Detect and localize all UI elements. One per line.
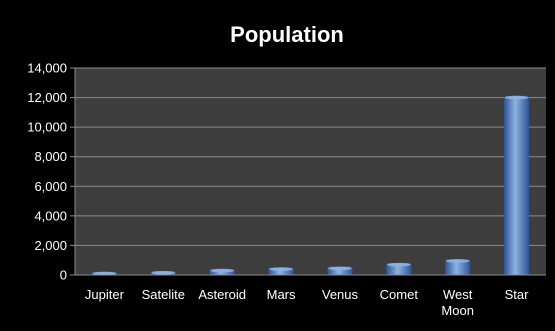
bars <box>91 95 530 276</box>
x-tick-label: West Moon <box>441 287 474 318</box>
y-axis: 0 2,000 4,000 6,000 8,000 10,000 12,000 14,000 <box>27 61 76 283</box>
chart-title: Population <box>230 22 344 47</box>
x-tick-label: Jupiter <box>85 287 125 302</box>
x-tick-label: Star <box>505 287 530 302</box>
x-tick-label: Mars <box>267 287 296 302</box>
y-tick-label: 2,000 <box>34 238 67 253</box>
x-tick-label: Comet <box>380 287 419 302</box>
y-tick-label: 14,000 <box>27 61 67 76</box>
x-tick-label: Asteroid <box>198 287 246 302</box>
gridlines <box>75 67 546 276</box>
plot-area <box>75 68 546 275</box>
bar-cap <box>269 267 293 271</box>
bar-cap <box>151 271 176 275</box>
y-tick-label: 6,000 <box>34 179 67 194</box>
y-tick-label: 8,000 <box>34 149 67 164</box>
y-tick-label: 10,000 <box>27 120 67 135</box>
y-tick-label: 0 <box>60 268 67 283</box>
bar-cap <box>386 262 411 267</box>
y-tick-label: 12,000 <box>27 90 67 105</box>
bar-cap <box>328 266 352 271</box>
bar-cap <box>92 271 117 276</box>
y-tick-label: 4,000 <box>34 208 67 223</box>
x-tick-label: Satelite <box>142 287 185 302</box>
bar-cap <box>445 259 470 263</box>
x-tick-label: Venus <box>322 287 359 302</box>
x-axis: Jupiter Satelite Asteroid Mars Venus Comet Wes… <box>75 274 546 318</box>
bar-cap <box>504 95 529 100</box>
bar-star <box>503 95 530 276</box>
bar-cap <box>210 268 235 273</box>
